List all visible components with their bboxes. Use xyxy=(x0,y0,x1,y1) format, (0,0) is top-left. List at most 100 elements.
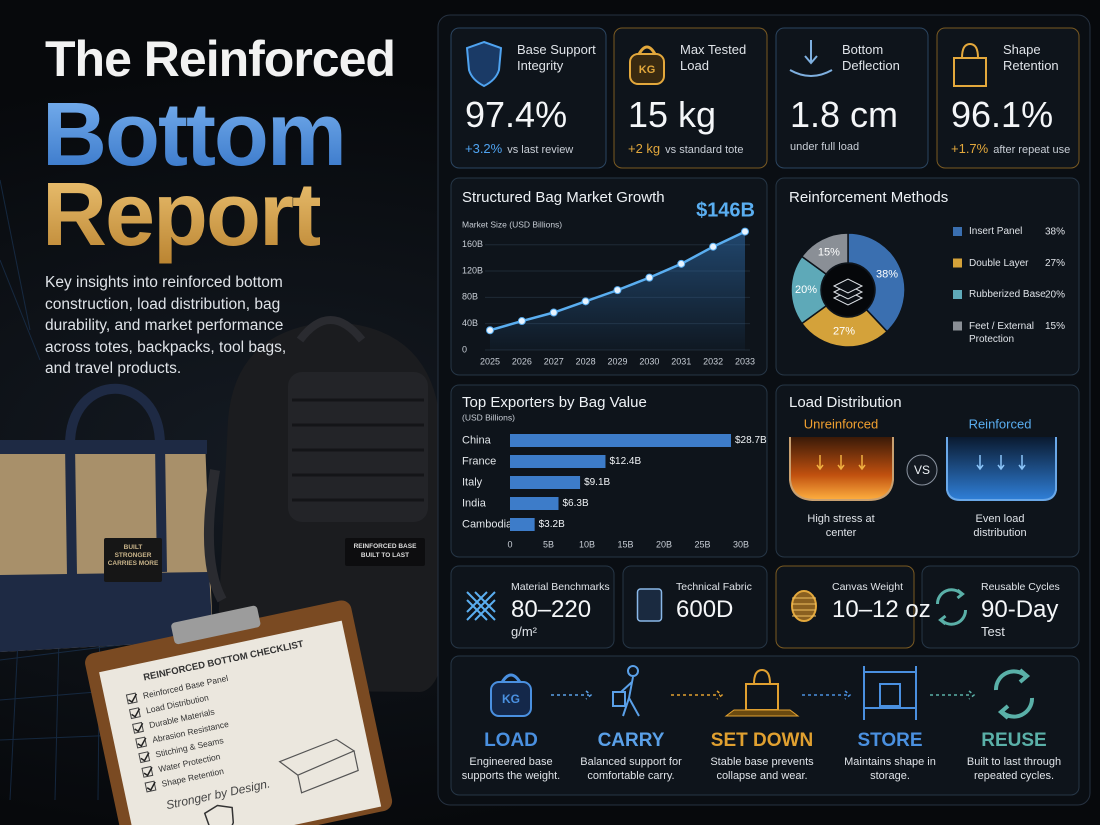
checkmark xyxy=(143,766,153,777)
x-tick-label: 2028 xyxy=(576,356,596,366)
kpi-change: +1.7% xyxy=(951,141,989,156)
kpi-change: +2 kg xyxy=(628,141,661,156)
icon-text: KG xyxy=(639,64,656,76)
benchmark-value: 600D xyxy=(676,596,734,623)
x-tick-label: 2026 xyxy=(512,356,532,366)
checkmark xyxy=(140,752,150,762)
icon-bag xyxy=(879,683,901,707)
step-title: SET DOWN xyxy=(711,730,813,751)
benchmark-label: Technical Fabric xyxy=(676,581,752,593)
benchmark-value: 90-Day xyxy=(981,596,1059,623)
card xyxy=(450,384,768,558)
kpi-note: under full load xyxy=(790,141,860,153)
icon-cycle xyxy=(935,588,968,626)
point xyxy=(613,286,622,295)
bar xyxy=(510,518,535,531)
checkbox xyxy=(128,707,141,720)
legend-label: Rubberized Base xyxy=(969,289,1046,300)
point xyxy=(581,297,590,306)
step-text: Stable base prevents collapse and wear. xyxy=(710,756,814,782)
checkbox xyxy=(132,721,144,734)
label-unreinforced: Unreinforced xyxy=(804,416,878,431)
kpi-change-row: under full load xyxy=(790,141,859,153)
icon-body xyxy=(620,676,640,717)
x-tick-label: 2033 xyxy=(735,356,755,366)
icon-shield xyxy=(465,40,503,88)
kpi-value: 1.8 cm xyxy=(790,94,899,135)
bar xyxy=(510,434,731,447)
card xyxy=(936,27,1080,169)
step-title: CARRY xyxy=(598,730,665,751)
checkmark xyxy=(131,708,141,718)
section-title: Load Distribution xyxy=(789,394,902,411)
value-label: $9.1B xyxy=(584,477,610,488)
checkbox xyxy=(138,751,151,764)
x-tick-label: 20B xyxy=(656,539,672,549)
chart-annotation: $146B xyxy=(696,199,755,221)
value-label: 20% xyxy=(795,284,817,296)
x-tick-label: 15B xyxy=(617,539,633,549)
vs-label: VS xyxy=(914,463,930,477)
y-tick-label: France xyxy=(462,455,496,467)
description: Key insights into reinforced bottom cons… xyxy=(45,274,287,377)
title-line-2: Bottom xyxy=(42,85,347,185)
benchmark-value: 10–12 oz xyxy=(832,596,931,623)
value-label: 15% xyxy=(818,246,840,258)
tote-bag xyxy=(0,383,213,652)
icon-thread xyxy=(792,597,816,617)
chart-title: Top Exporters by Bag Value xyxy=(462,394,647,411)
arrow xyxy=(976,455,984,471)
card xyxy=(775,565,915,649)
arrow xyxy=(1018,455,1026,471)
legend-label: Double Layer xyxy=(969,257,1029,269)
icon-weave xyxy=(466,591,496,621)
caption: High stress at center xyxy=(807,513,875,539)
value-label: $28.7B xyxy=(735,435,767,446)
card xyxy=(622,565,768,649)
kpi-note: after repeat use xyxy=(993,144,1071,156)
icon-platform xyxy=(724,709,800,717)
step-title: STORE xyxy=(857,730,922,751)
vs-circle xyxy=(906,454,938,486)
bar xyxy=(510,455,606,468)
icon-reuse xyxy=(993,668,1035,720)
icon-kettlebell xyxy=(629,53,665,85)
value-label: $6.3B xyxy=(563,498,589,509)
y-tick-label: 160B xyxy=(462,239,483,249)
arrow xyxy=(997,455,1005,471)
flow-arrow xyxy=(802,690,852,700)
arrow xyxy=(837,455,845,471)
x-tick-label: 0 xyxy=(507,539,512,549)
benchmark-value: 80–220 xyxy=(511,596,592,623)
step-text: Maintains shape in storage. xyxy=(844,756,936,782)
y-tick-label: China xyxy=(462,434,492,446)
arrow xyxy=(858,455,866,471)
point xyxy=(549,308,558,317)
icon-head xyxy=(627,665,639,677)
chart-title: Reinforcement Methods xyxy=(789,189,948,206)
checkmark xyxy=(137,737,147,748)
x-tick-label: 2027 xyxy=(544,356,564,366)
flow-arrow xyxy=(930,690,976,700)
card xyxy=(450,565,615,649)
bar xyxy=(510,497,559,510)
card xyxy=(921,565,1080,649)
y-tick-label: 40B xyxy=(462,318,478,328)
x-tick-label: 2031 xyxy=(671,356,691,366)
legend-value: 27% xyxy=(1045,258,1065,269)
value-label: $12.4B xyxy=(609,456,641,467)
point xyxy=(645,273,654,282)
legend-label: Feet / External Protection xyxy=(969,320,1035,345)
benchmark-label: Canvas Weight xyxy=(832,581,904,593)
point xyxy=(709,242,718,251)
step-text: Balanced support for comfortable carry. xyxy=(580,756,682,782)
x-tick-label: 5B xyxy=(543,539,554,549)
center-icon xyxy=(832,278,864,294)
tote-tag: BUILT STRONGER CARRIES MORE xyxy=(107,544,159,567)
point xyxy=(741,227,749,236)
benchmark-unit: g/m² xyxy=(511,624,537,639)
value-label: 38% xyxy=(876,268,898,280)
benchmark-label: Material Benchmarks xyxy=(511,581,610,593)
card xyxy=(450,655,1080,796)
